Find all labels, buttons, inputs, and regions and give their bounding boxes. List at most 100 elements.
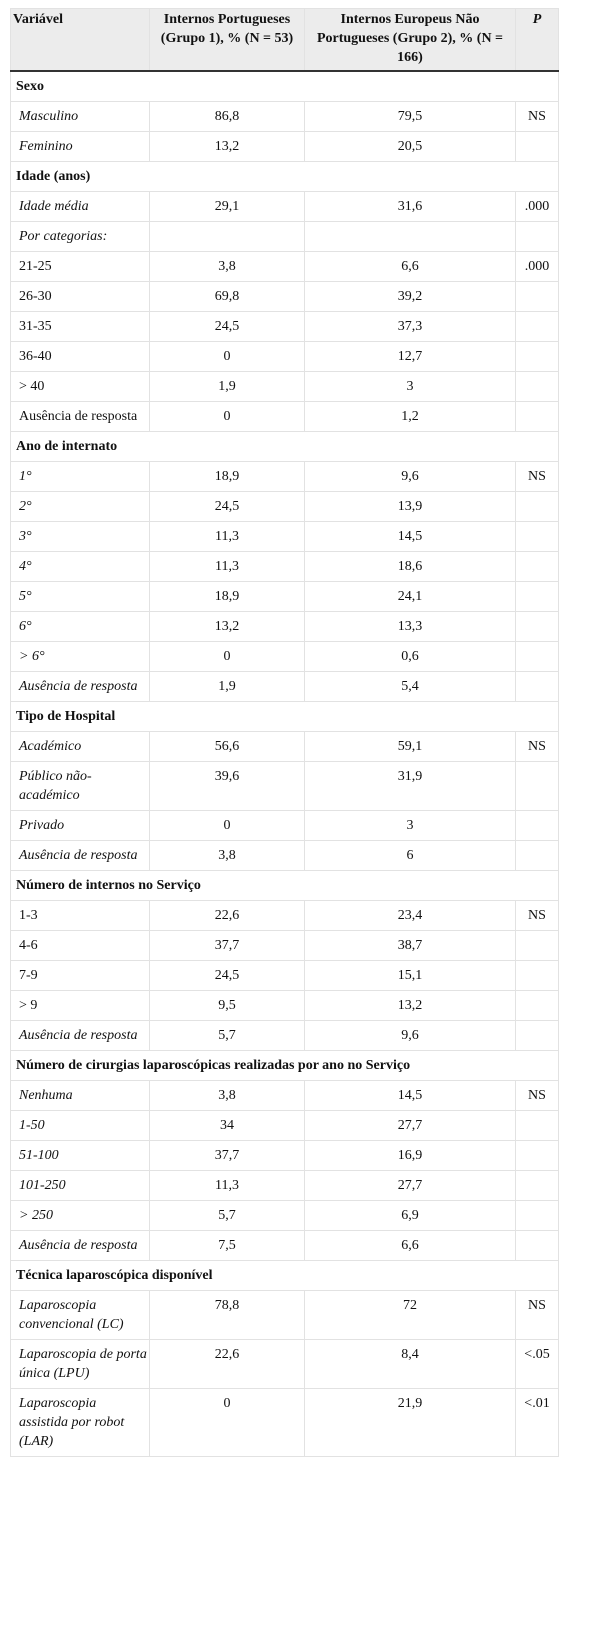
row-label: 6° [10,611,150,642]
data-row: > 9 9,5 13,2 [10,990,559,1021]
data-row: Por categorias: [10,221,559,252]
value-cell: 0 [149,641,305,672]
section-title: Número de cirurgias laparoscópicas reali… [10,1050,559,1081]
section-title: Idade (anos) [10,161,559,192]
section-row: Idade (anos) [10,161,559,192]
row-label: 31-35 [10,311,150,342]
data-row: 51-100 37,7 16,9 [10,1140,559,1171]
value-cell: 1,2 [304,401,516,432]
value-cell: 39,2 [304,281,516,312]
value-cell: 0 [149,401,305,432]
value-cell: 22,6 [149,1339,305,1389]
row-label: > 6° [10,641,150,672]
value-cell: 5,7 [149,1200,305,1231]
data-row: > 6° 0 0,6 [10,641,559,672]
value-cell [515,810,559,841]
row-label: Masculino [10,101,150,132]
value-cell: 72 [304,1290,516,1340]
row-label: Público não-académico [10,761,150,811]
row-label: Ausência de resposta [10,1020,150,1051]
value-cell [515,840,559,871]
value-cell: 13,2 [149,131,305,162]
row-label: > 250 [10,1200,150,1231]
data-row: Idade média 29,1 31,6.000 [10,191,559,222]
section-row: Ano de internato [10,431,559,462]
data-row: Ausência de resposta 3,8 6 [10,840,559,871]
value-cell: 0 [149,1388,305,1457]
data-table: Variável Internos Portugueses (Grupo 1),… [10,8,559,1457]
value-cell: 78,8 [149,1290,305,1340]
value-cell [515,311,559,342]
value-cell: 22,6 [149,900,305,931]
value-cell: 13,9 [304,491,516,522]
value-cell: 3,8 [149,840,305,871]
value-cell: 24,1 [304,581,516,612]
value-cell: 24,5 [149,960,305,991]
value-cell: 9,5 [149,990,305,1021]
value-cell: 16,9 [304,1140,516,1171]
row-label: 51-100 [10,1140,150,1171]
value-cell: 0 [149,341,305,372]
section-row: Técnica laparoscópica disponível [10,1260,559,1291]
value-cell [515,1170,559,1201]
value-cell: 37,7 [149,1140,305,1171]
value-cell [515,990,559,1021]
row-label: Ausência de resposta [10,671,150,702]
value-cell: 3,8 [149,1080,305,1111]
value-cell: 56,6 [149,731,305,762]
value-cell: 3 [304,810,516,841]
value-cell: .000 [515,251,559,282]
data-row: > 250 5,7 6,9 [10,1200,559,1231]
row-label: Ausência de resposta [10,1230,150,1261]
value-cell [515,401,559,432]
value-cell: 1,9 [149,671,305,702]
data-row: Laparoscopia de porta única (LPU) 22,6 8,4… [10,1339,559,1389]
value-cell: 11,3 [149,551,305,582]
data-row: 21-25 3,8 6,6.000 [10,251,559,282]
section-row: Sexo [10,70,559,102]
value-cell: 38,7 [304,930,516,961]
value-cell: 14,5 [304,1080,516,1111]
section-row: Tipo de Hospital [10,701,559,732]
value-cell: <.05 [515,1339,559,1389]
value-cell [515,281,559,312]
value-cell: 18,9 [149,461,305,492]
data-row: Público não-académico 39,6 31,9 [10,761,559,811]
value-cell: 59,1 [304,731,516,762]
data-row: 36-40 0 12,7 [10,341,559,372]
value-cell: 6,6 [304,1230,516,1261]
data-row: Nenhuma 3,8 14,5 NS [10,1080,559,1111]
value-cell: 31,6 [304,191,516,222]
value-cell [515,960,559,991]
value-cell [515,131,559,162]
value-cell: 6 [304,840,516,871]
data-row: Ausência de resposta 0 1,2 [10,401,559,432]
value-cell: 0,6 [304,641,516,672]
row-label: 101-250 [10,1170,150,1201]
value-cell [515,581,559,612]
value-cell: 15,1 [304,960,516,991]
data-row: 1-50 34 27,7 [10,1110,559,1141]
value-cell: 7,5 [149,1230,305,1261]
value-cell: 23,4 [304,900,516,931]
value-cell [515,641,559,672]
data-row: 101-250 11,3 27,7 [10,1170,559,1201]
value-cell: 18,9 [149,581,305,612]
row-label: Académico [10,731,150,762]
value-cell [515,611,559,642]
value-cell: 79,5 [304,101,516,132]
section-title: Sexo [10,70,559,102]
row-label: Por categorias: [10,221,150,252]
value-cell [515,1140,559,1171]
value-cell [515,1230,559,1261]
value-cell: 37,3 [304,311,516,342]
value-cell: 6,9 [304,1200,516,1231]
value-cell: 9,6 [304,461,516,492]
data-row: > 40 1,9 3 [10,371,559,402]
table-body: Sexo Masculino 86,8 79,5 NS Feminino 13,2 20,5 I… [10,70,559,1457]
value-cell: 18,6 [304,551,516,582]
row-label: Ausência de resposta [10,401,150,432]
value-cell: NS [515,1080,559,1111]
data-row: Ausência de resposta 5,7 9,6 [10,1020,559,1051]
